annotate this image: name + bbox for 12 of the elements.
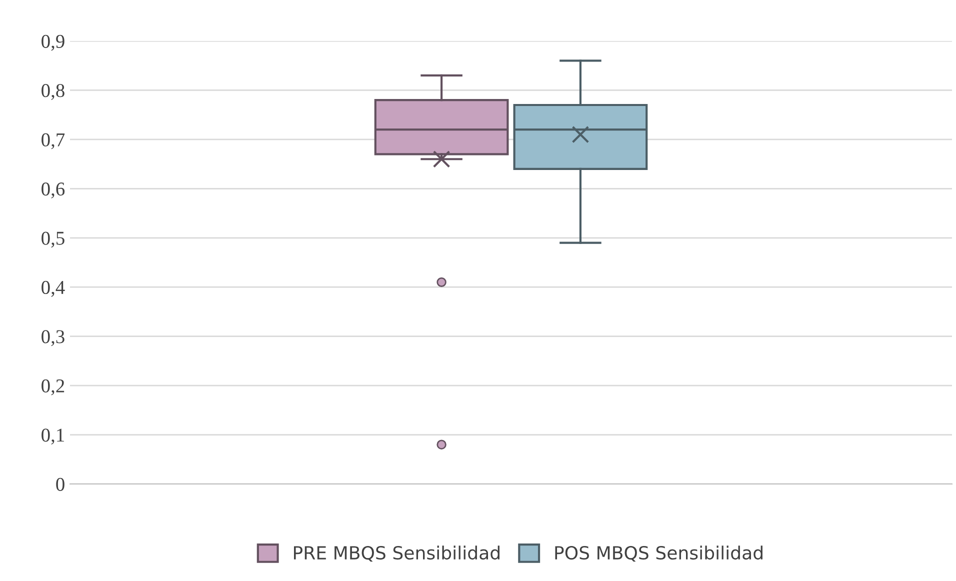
y-tick-label: 0,1 (42, 428, 64, 445)
y-tick-label: 0,3 (42, 330, 64, 346)
y-tick-label: 0,9 (42, 34, 64, 51)
y-tick-label: 0,8 (42, 84, 64, 100)
y-tick-label: 0,4 (42, 280, 65, 297)
y-tick-label: 0,5 (42, 232, 64, 248)
y-tick-label: 0 (56, 478, 64, 491)
y-tick-label: 0,6 (42, 182, 65, 198)
legend-label: PRE MBQS Sensibilidad (294, 546, 500, 562)
y-tick-label: 0,2 (42, 379, 64, 396)
y-tick-label: 0,7 (42, 133, 65, 150)
legend-label: POS MBQS Sensibilidad (555, 546, 762, 562)
